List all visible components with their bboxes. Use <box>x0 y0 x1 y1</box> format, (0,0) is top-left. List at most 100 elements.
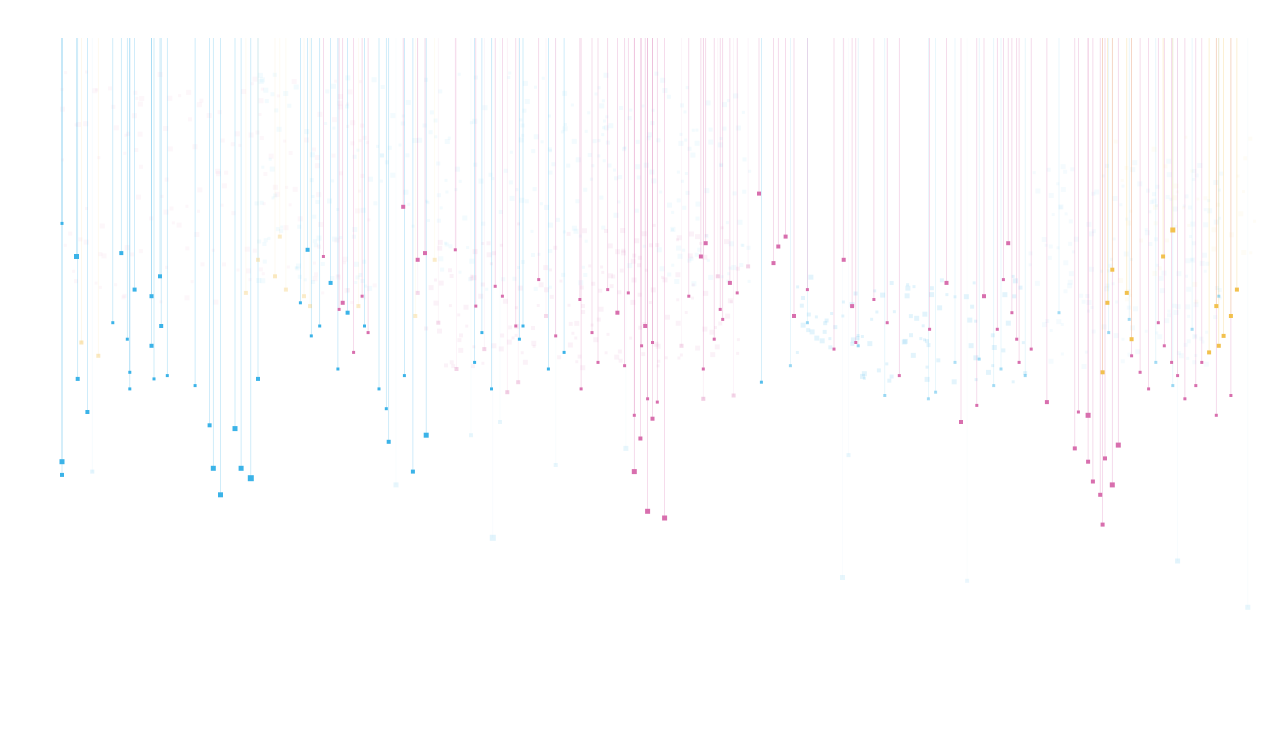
data-point-blue <box>149 343 154 348</box>
cloud-point <box>297 274 302 279</box>
data-point-pink <box>623 364 627 368</box>
cloud-point <box>1201 340 1205 344</box>
cloud-point <box>169 206 174 211</box>
data-point-yellow <box>413 314 418 318</box>
cloud-point <box>1064 212 1068 216</box>
cloud-point <box>814 315 818 319</box>
cloud-point <box>720 275 724 279</box>
cloud-point <box>376 144 379 148</box>
data-point-blue <box>788 364 792 368</box>
data-point-blue <box>75 376 80 381</box>
cloud-point <box>500 333 505 338</box>
cloud-point <box>606 332 610 336</box>
cloud-point <box>619 268 624 273</box>
cloud-point <box>331 153 336 158</box>
cloud-point <box>1132 160 1138 166</box>
cloud-point <box>312 276 318 282</box>
cloud-point <box>157 72 163 77</box>
cloud-point <box>520 351 524 355</box>
cloud-point <box>380 85 385 89</box>
cloud-point <box>719 162 724 167</box>
cloud-point <box>403 189 409 195</box>
cloud-point <box>741 110 745 114</box>
cloud-point <box>926 343 931 348</box>
cloud-point <box>469 121 473 125</box>
cloud-point <box>236 268 240 272</box>
cloud-point <box>704 188 710 194</box>
cloud-point <box>1175 304 1181 310</box>
cloud-point <box>725 313 731 319</box>
cloud-point <box>618 358 623 363</box>
cloud-point <box>731 265 737 271</box>
cloud-point <box>63 243 67 247</box>
cloud-point <box>197 187 203 193</box>
cloud-point <box>361 294 367 300</box>
cloud-point <box>448 268 452 273</box>
cloud-point <box>637 292 642 297</box>
cloud-point <box>337 94 343 99</box>
cloud-point <box>1063 289 1068 294</box>
cloud-point <box>924 376 930 382</box>
cloud-point <box>400 121 405 126</box>
cloud-point <box>318 222 324 227</box>
cloud-point <box>311 195 315 198</box>
cloud-point <box>352 154 357 159</box>
cloud-point <box>314 163 320 169</box>
cloud-point <box>548 249 553 253</box>
data-point-blue <box>218 492 223 498</box>
cloud-point <box>297 224 302 229</box>
cloud-point <box>491 177 495 181</box>
data-point-yellow <box>1170 227 1176 233</box>
cloud-point <box>481 361 485 365</box>
cloud-point <box>717 142 723 148</box>
cloud-point <box>538 282 544 288</box>
cloud-point <box>1154 237 1158 242</box>
cloud-point <box>379 153 384 158</box>
cloud-point <box>646 136 651 141</box>
cloud-point <box>263 172 268 176</box>
cloud-point <box>344 288 350 294</box>
cloud-point <box>295 266 300 271</box>
cloud-point <box>473 162 478 167</box>
cloud-point <box>1068 271 1074 277</box>
cloud-point <box>164 177 169 182</box>
cloud-point <box>437 239 443 245</box>
cloud-point <box>687 253 693 259</box>
cloud-point <box>953 295 957 299</box>
cloud-point <box>200 262 205 267</box>
cloud-point <box>1214 286 1219 290</box>
cloud-point <box>360 123 365 128</box>
data-point-pink <box>1176 374 1180 378</box>
cloud-point <box>336 274 340 278</box>
cloud-point <box>355 275 360 280</box>
cloud-point <box>691 281 697 287</box>
cloud-point <box>252 248 257 253</box>
data-point-blue <box>999 367 1003 371</box>
cloud-point <box>604 351 608 355</box>
cloud-point <box>501 277 506 282</box>
cloud-point <box>1172 303 1177 308</box>
cloud-point <box>342 256 348 262</box>
cloud-point <box>317 111 323 117</box>
data-point-pink <box>715 274 720 279</box>
cloud-point <box>478 293 484 299</box>
cloud-point <box>171 221 175 225</box>
cloud-point <box>828 345 833 350</box>
cloud-point <box>137 131 143 137</box>
cloud-point <box>679 353 683 357</box>
cloud-point <box>259 136 264 140</box>
cloud-point <box>1217 188 1221 192</box>
cloud-point <box>167 146 173 152</box>
cloud-point <box>139 96 145 101</box>
data-point-blue <box>965 578 970 583</box>
data-point-blue <box>1107 331 1111 335</box>
cloud-point <box>462 215 468 221</box>
cloud-point <box>271 196 275 200</box>
cloud-point <box>570 103 574 107</box>
background-point-cloud <box>60 70 1257 385</box>
cloud-point <box>64 71 68 75</box>
cloud-point <box>1205 261 1210 266</box>
cloud-point <box>454 188 458 192</box>
data-point-pink <box>453 248 457 252</box>
cloud-point <box>458 270 462 274</box>
